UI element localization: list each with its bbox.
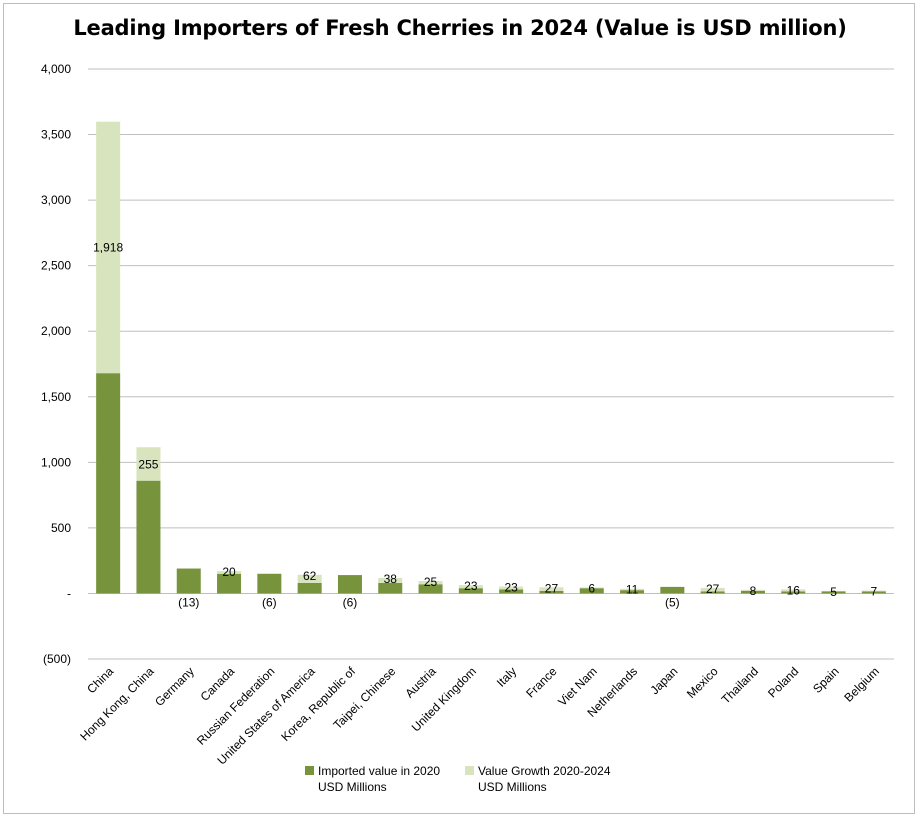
bar-value-growth (579, 587, 604, 589)
x-tick-label: Poland (765, 664, 801, 700)
data-label-growth: 38 (384, 572, 398, 586)
data-label-growth: 11 (626, 583, 639, 597)
x-tick-label: Japan (647, 664, 680, 697)
bar-value-growth (96, 121, 121, 374)
y-tick-label: 2,000 (41, 324, 71, 338)
data-label-growth: 27 (545, 581, 559, 595)
bar-imported-2020 (579, 588, 604, 594)
x-tick-label: Austria (402, 664, 439, 701)
bar-imported-2020 (620, 590, 645, 594)
x-tick-label: Belgium (841, 664, 882, 705)
data-label-growth: (6) (343, 595, 358, 609)
bar-imported-2020 (378, 582, 403, 594)
data-label-growth: 27 (706, 582, 720, 596)
data-label-growth: 25 (424, 575, 438, 589)
legend-item-imported: Imported value in 2020 USD Millions (305, 763, 440, 795)
bar-value-growth (539, 587, 564, 591)
x-tick-label: France (523, 664, 560, 701)
bar-imported-2020 (539, 590, 564, 594)
data-label-growth: (6) (262, 595, 277, 609)
data-label-growth: 5 (830, 585, 837, 599)
bar-imported-2020 (418, 584, 443, 594)
bar-imported-2020 (136, 480, 161, 594)
data-label-growth: 6 (588, 581, 595, 595)
bar-imported-2020 (499, 589, 524, 594)
data-label-growth: 62 (303, 569, 317, 583)
bar-value-growth (740, 589, 765, 591)
bar-imported-2020 (458, 588, 483, 594)
data-label-growth: 23 (504, 580, 518, 594)
y-tick-label: 2,500 (41, 259, 71, 273)
legend-label-growth-line1: Value Growth 2020-2024 (478, 764, 611, 778)
y-tick-label: 4,000 (41, 62, 71, 76)
data-label-growth: 255 (138, 457, 158, 471)
bar-value-growth (620, 588, 645, 591)
legend-label-imported-line1: Imported value in 2020 (318, 764, 441, 778)
x-tick-label: Mexico (684, 664, 721, 701)
bar-imported-2020 (297, 582, 322, 594)
x-tick-label: Korea, Republic of (278, 664, 358, 744)
bar-imported-2020 (740, 590, 765, 594)
y-tick-label: 500 (51, 521, 71, 535)
bar-value-growth (297, 574, 322, 583)
bar-imported-2020 (257, 573, 282, 594)
legend-swatch-growth (465, 766, 474, 775)
data-label-growth: (13) (178, 595, 199, 609)
bar-value-growth (781, 589, 806, 592)
chart-frame (3, 3, 915, 814)
bar-imported-2020 (660, 586, 685, 594)
y-tick-label: 3,500 (41, 128, 71, 142)
bar-value-growth (378, 577, 403, 583)
bar-value-growth (458, 585, 483, 589)
y-tick-label: - (67, 586, 71, 600)
data-label-growth: 23 (464, 579, 478, 593)
data-label-growth: 8 (750, 584, 757, 598)
bar-imported-2020 (176, 568, 201, 594)
x-tick-label: Italy (494, 664, 519, 689)
data-label-growth: (5) (665, 595, 680, 609)
legend-label-imported-line2: USD Millions (318, 780, 387, 794)
legend-swatch-imported (305, 766, 314, 775)
data-label-growth: 20 (222, 565, 236, 579)
chart-title: Leading Importers of Fresh Cherries in 2… (73, 16, 847, 40)
legend-item-growth: Value Growth 2020-2024 USD Millions (465, 763, 611, 795)
y-tick-label: 1,000 (41, 455, 71, 469)
bar-value-growth (861, 590, 886, 592)
bar-imported-2020 (861, 591, 886, 594)
bar-imported-2020 (337, 575, 362, 594)
bar-value-growth (499, 586, 524, 590)
data-label-growth: 16 (787, 583, 801, 597)
bar-value-growth (821, 590, 846, 592)
bar-value-growth (217, 571, 242, 574)
legend-label-growth-line2: USD Millions (478, 780, 547, 794)
bar-imported-2020 (217, 573, 242, 594)
x-tick-label: China (84, 664, 116, 696)
bar-imported-2020 (96, 373, 121, 594)
x-tick-label: Hong Kong, China (77, 664, 156, 743)
y-tick-label: (500) (43, 652, 71, 666)
bar-imported-2020 (700, 591, 725, 594)
bar-imported-2020 (781, 591, 806, 594)
bar-value-growth (136, 447, 161, 481)
data-label-growth: 7 (871, 585, 878, 599)
x-tick-label: Canada (198, 664, 238, 704)
bar-value-growth (700, 587, 725, 592)
y-tick-label: 1,500 (41, 390, 71, 404)
x-tick-label: Thailand (719, 664, 761, 706)
bar-imported-2020 (821, 591, 846, 594)
y-tick-label: 3,000 (41, 193, 71, 207)
bar-value-growth (418, 580, 443, 585)
x-tick-label: Spain (810, 664, 842, 696)
x-tick-label: Germany (152, 664, 197, 709)
data-label-growth: 1,918 (93, 240, 123, 254)
